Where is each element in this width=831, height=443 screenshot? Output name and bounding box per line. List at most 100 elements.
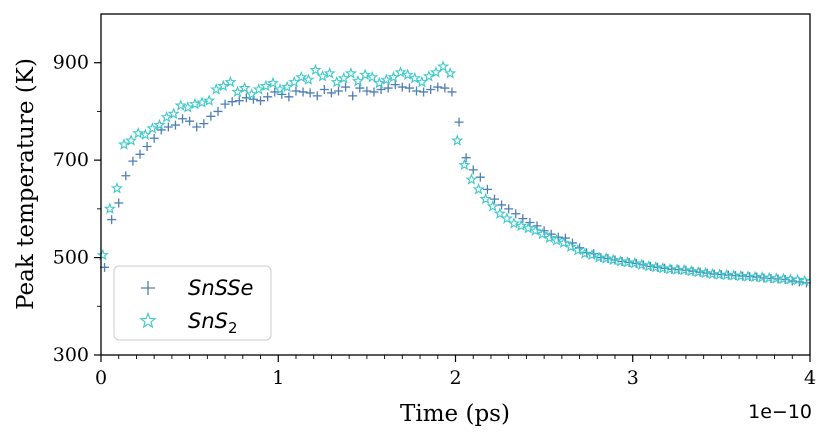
sns2-point xyxy=(281,80,294,93)
snsse-point xyxy=(461,153,471,163)
sns2-point xyxy=(273,83,287,95)
y-tick-label: 500 xyxy=(53,247,89,269)
y-tick-label: 700 xyxy=(53,149,89,171)
snsse-point xyxy=(348,91,358,101)
sns2-point xyxy=(415,75,428,88)
sns2-point xyxy=(649,260,662,273)
sns2-point xyxy=(493,207,506,219)
sns2-point xyxy=(557,236,570,249)
sns2-point xyxy=(642,259,655,272)
sns2-point xyxy=(238,81,251,94)
sns2-point xyxy=(110,182,124,194)
sns2-point xyxy=(429,66,443,78)
sns2-point xyxy=(678,263,691,276)
snsse-point xyxy=(220,99,230,109)
snsse-point xyxy=(482,184,492,194)
sns2-point xyxy=(146,122,159,134)
snsse-point xyxy=(539,226,549,236)
sns2-point xyxy=(117,138,131,150)
sns2-point xyxy=(309,63,322,76)
sns2-point xyxy=(536,227,549,240)
snsse-point xyxy=(192,122,202,132)
sns2-point xyxy=(486,200,499,212)
legend-label-sns2-base: SnS xyxy=(188,309,228,333)
axis-ticks: 0 1 2 3 4 300 500 700 900 xyxy=(53,52,816,389)
sns2-point xyxy=(401,68,414,81)
snsse-point xyxy=(440,83,450,93)
snsse-point xyxy=(412,86,422,96)
snsse-point xyxy=(397,82,407,92)
sns2-point xyxy=(515,219,528,232)
snsse-point xyxy=(341,82,351,92)
snsse-point xyxy=(256,96,266,106)
sns2-point xyxy=(195,96,209,108)
sns2-point xyxy=(465,173,478,185)
snsse-point xyxy=(185,116,195,126)
sns2-point xyxy=(174,99,187,111)
sns2-point xyxy=(132,126,145,139)
x-axis-label: Time (ps) xyxy=(400,401,510,427)
sns2-point xyxy=(614,255,627,267)
y-tick-label: 300 xyxy=(53,344,89,366)
series-snsse-markers xyxy=(100,80,811,288)
sns2-point xyxy=(380,73,393,85)
sns2-point xyxy=(259,79,272,92)
snsse-point xyxy=(475,172,485,182)
sns2-point xyxy=(153,118,166,131)
snsse-point xyxy=(234,96,244,106)
snsse-point xyxy=(504,204,514,214)
snsse-point xyxy=(497,200,507,210)
snsse-point xyxy=(128,156,138,166)
legend-marker-sns2 xyxy=(139,311,157,329)
sns2-point xyxy=(578,247,591,259)
y-tick-label: 900 xyxy=(53,52,89,74)
sns2-point xyxy=(160,110,173,123)
sns2-point xyxy=(500,212,513,224)
snsse-point xyxy=(107,215,117,225)
sns2-point xyxy=(316,69,329,82)
sns2-point xyxy=(437,60,450,72)
sns2-point xyxy=(479,192,492,205)
sns2-point xyxy=(181,101,194,113)
snsse-point xyxy=(334,86,344,96)
sns2-point xyxy=(529,224,542,236)
sns2-point xyxy=(217,79,230,92)
snsse-point xyxy=(369,87,379,97)
sns2-point xyxy=(543,231,556,244)
sns2-point xyxy=(125,134,138,146)
sns2-point xyxy=(387,70,400,83)
snsse-point xyxy=(291,86,301,96)
sns2-point xyxy=(408,71,421,84)
snsse-point xyxy=(383,83,393,93)
snsse-point xyxy=(404,83,414,93)
sns2-point xyxy=(210,83,223,95)
legend-label-snsse: SnSSe xyxy=(188,276,253,300)
sns2-point xyxy=(351,74,365,87)
sns2-point xyxy=(245,88,258,100)
sns2-point xyxy=(791,273,804,286)
sns2-point xyxy=(266,76,279,89)
legend-label-sns2-subscript: 2 xyxy=(228,319,238,337)
sns2-point xyxy=(550,234,563,246)
sns2-point xyxy=(571,243,584,256)
snsse-point xyxy=(114,198,124,208)
snsse-point xyxy=(419,87,429,97)
sns2-point xyxy=(366,70,379,83)
sns2-point xyxy=(685,264,698,277)
sns2-point xyxy=(422,69,435,82)
sns2-point xyxy=(330,75,343,88)
snsse-point xyxy=(426,85,436,95)
sns2-point xyxy=(288,75,301,88)
snsse-point xyxy=(390,80,400,90)
sns2-point xyxy=(692,265,705,278)
snsse-point xyxy=(447,87,457,97)
sns2-point xyxy=(564,240,577,253)
snsse-point xyxy=(312,91,322,101)
legend-label-sns2: SnS2 xyxy=(188,309,238,337)
sns2-point xyxy=(607,253,620,266)
snsse-point xyxy=(319,85,329,95)
snsse-point xyxy=(298,87,308,97)
series-sns2-markers xyxy=(96,60,811,287)
x-tick-label: 2 xyxy=(449,367,461,389)
snsse-point xyxy=(553,232,563,242)
